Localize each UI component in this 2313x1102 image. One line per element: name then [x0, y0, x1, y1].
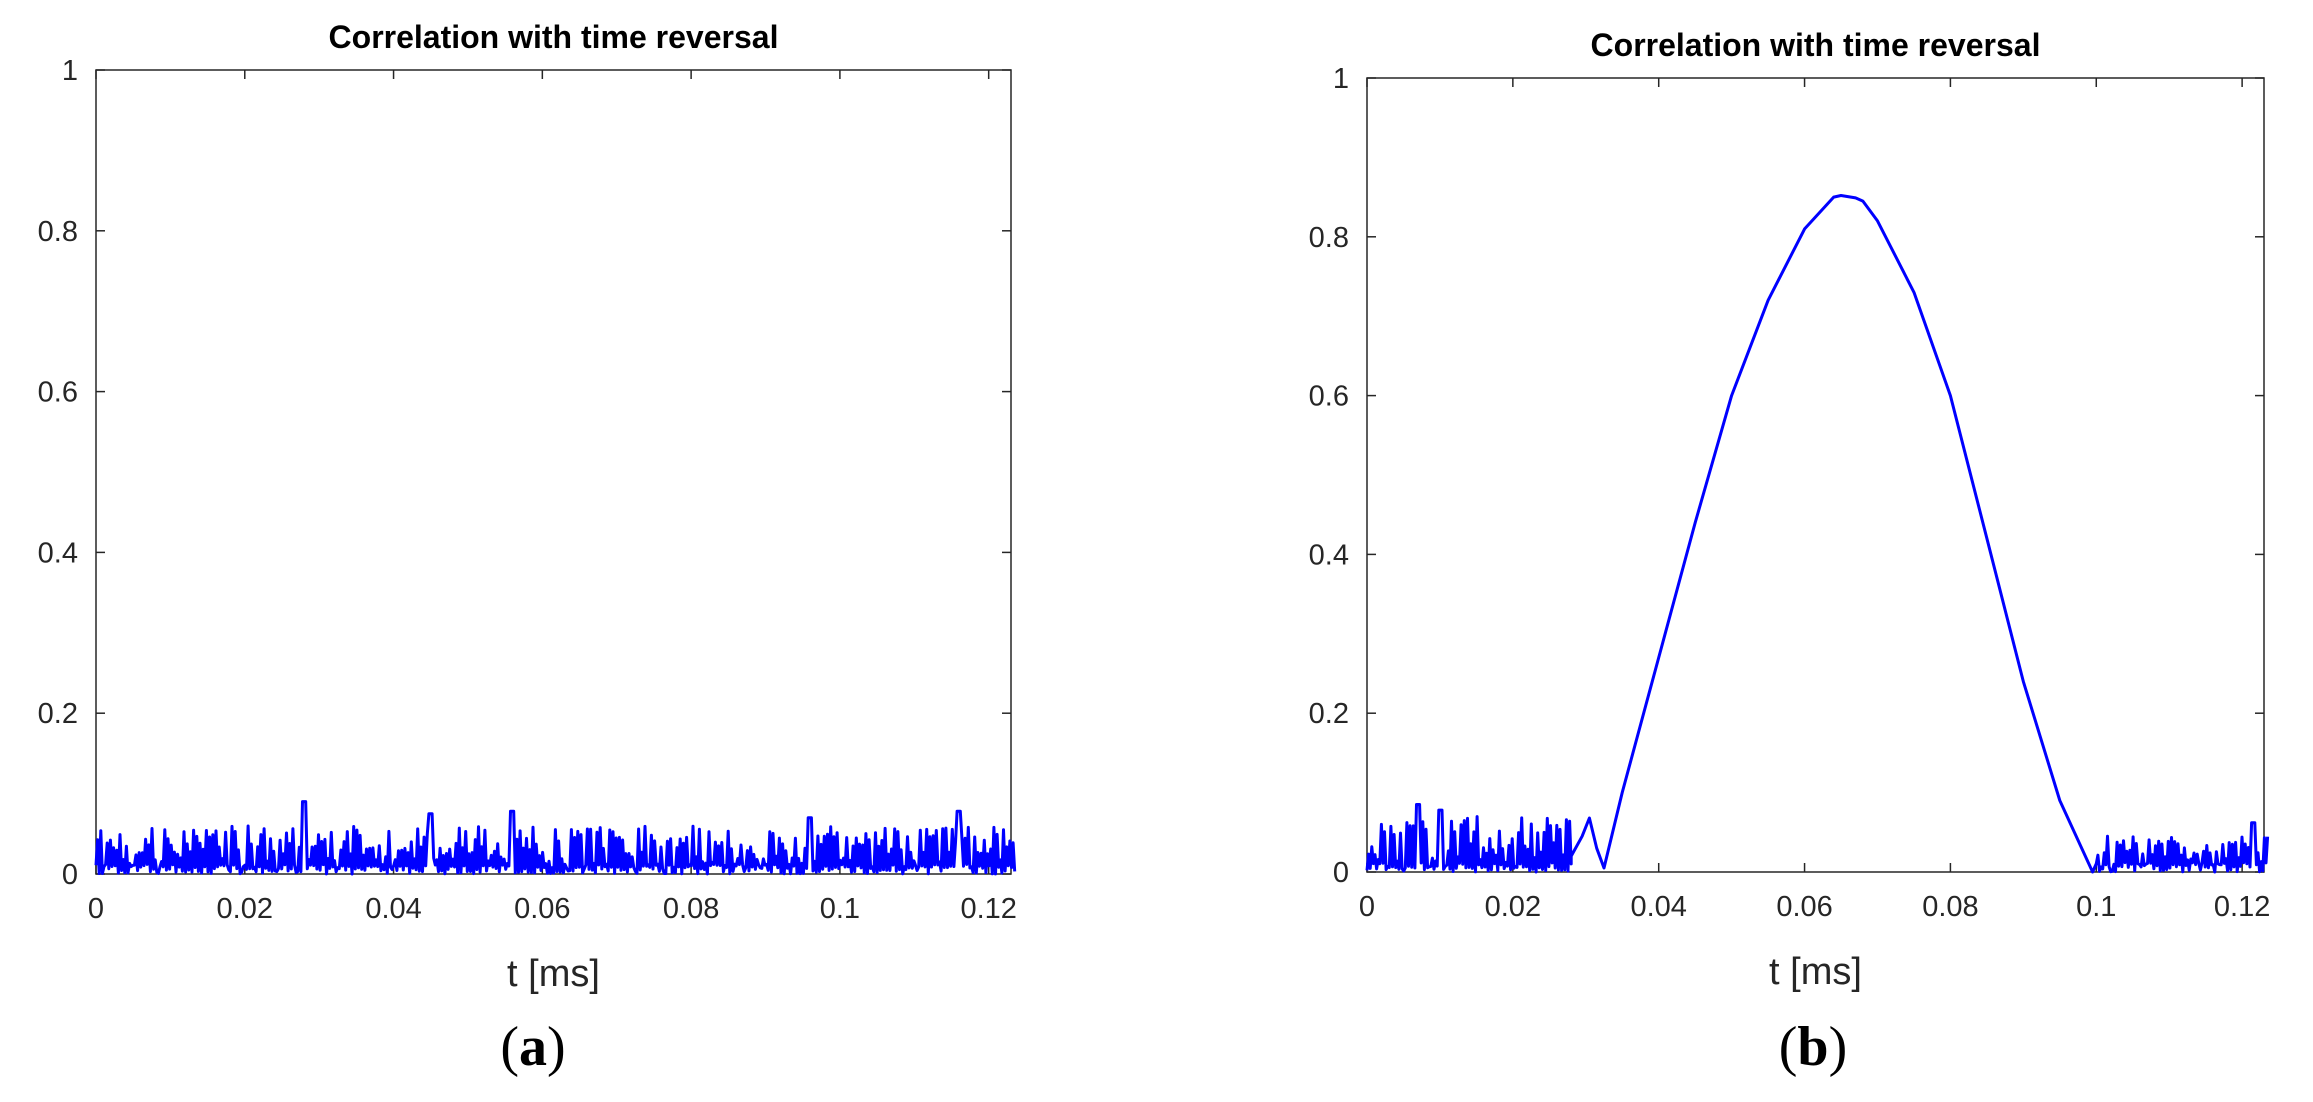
panel-a: Correlation with time reversal 0 0.02 0.04 0…: [38, 19, 1017, 1078]
panel-label-open: (: [1779, 1016, 1798, 1078]
y-tick-label: 1: [62, 55, 78, 87]
y-tick-label: 0.2: [1309, 698, 1349, 730]
panel-label-letter: b: [1797, 1016, 1828, 1078]
x-tick-label: 0.02: [217, 893, 273, 925]
x-tick-label: 0.06: [514, 893, 570, 925]
x-tick-label: 0.12: [2214, 891, 2270, 923]
panel-b: Correlation with time reversal 0 0.02 0.04 0…: [1309, 27, 2271, 1078]
y-tick-label: 0.6: [1309, 381, 1349, 413]
panel-label-letter: a: [519, 1016, 547, 1078]
panel-label-close: ): [547, 1016, 566, 1078]
x-tick-label: 0.06: [1776, 891, 1832, 923]
y-tick-label: 0.2: [38, 698, 78, 730]
x-axis-label: t [ms]: [507, 953, 600, 995]
panel-label-close: ): [1829, 1016, 1848, 1078]
plot-frame: [95, 69, 1012, 875]
x-tick-label: 0.1: [2076, 891, 2116, 923]
y-tick-label: 0.8: [38, 216, 78, 248]
x-tick-label: 0.04: [365, 893, 421, 925]
y-tick-label: 0.4: [1309, 539, 1349, 571]
x-tick-label: 0.08: [663, 893, 719, 925]
x-tick-label: 0.12: [960, 893, 1016, 925]
y-tick-label: 1: [1333, 63, 1349, 95]
plot-frame: [1366, 77, 2265, 873]
chart-title: Correlation with time reversal: [329, 19, 779, 55]
y-tick-label: 0: [1333, 857, 1349, 889]
y-tick-label: 0.8: [1309, 222, 1349, 254]
panel-label-open: (: [500, 1016, 519, 1078]
panel-label: (b): [1779, 1016, 1847, 1078]
chart-title: Correlation with time reversal: [1591, 27, 2041, 63]
panel-label: (a): [500, 1016, 565, 1078]
x-axis-label: t [ms]: [1769, 951, 1862, 993]
y-tick-label: 0.4: [38, 537, 78, 569]
y-tick-label: 0: [62, 859, 78, 891]
x-tick-label: 0: [1359, 891, 1375, 923]
x-tick-label: 0.02: [1485, 891, 1541, 923]
x-tick-label: 0.1: [820, 893, 860, 925]
series-line: [94, 800, 1017, 876]
y-tick-label: 0.6: [38, 377, 78, 409]
series-line: [1365, 194, 2270, 874]
x-tick-label: 0.08: [1922, 891, 1978, 923]
x-tick-label: 0: [88, 893, 104, 925]
x-tick-label: 0.04: [1630, 891, 1686, 923]
